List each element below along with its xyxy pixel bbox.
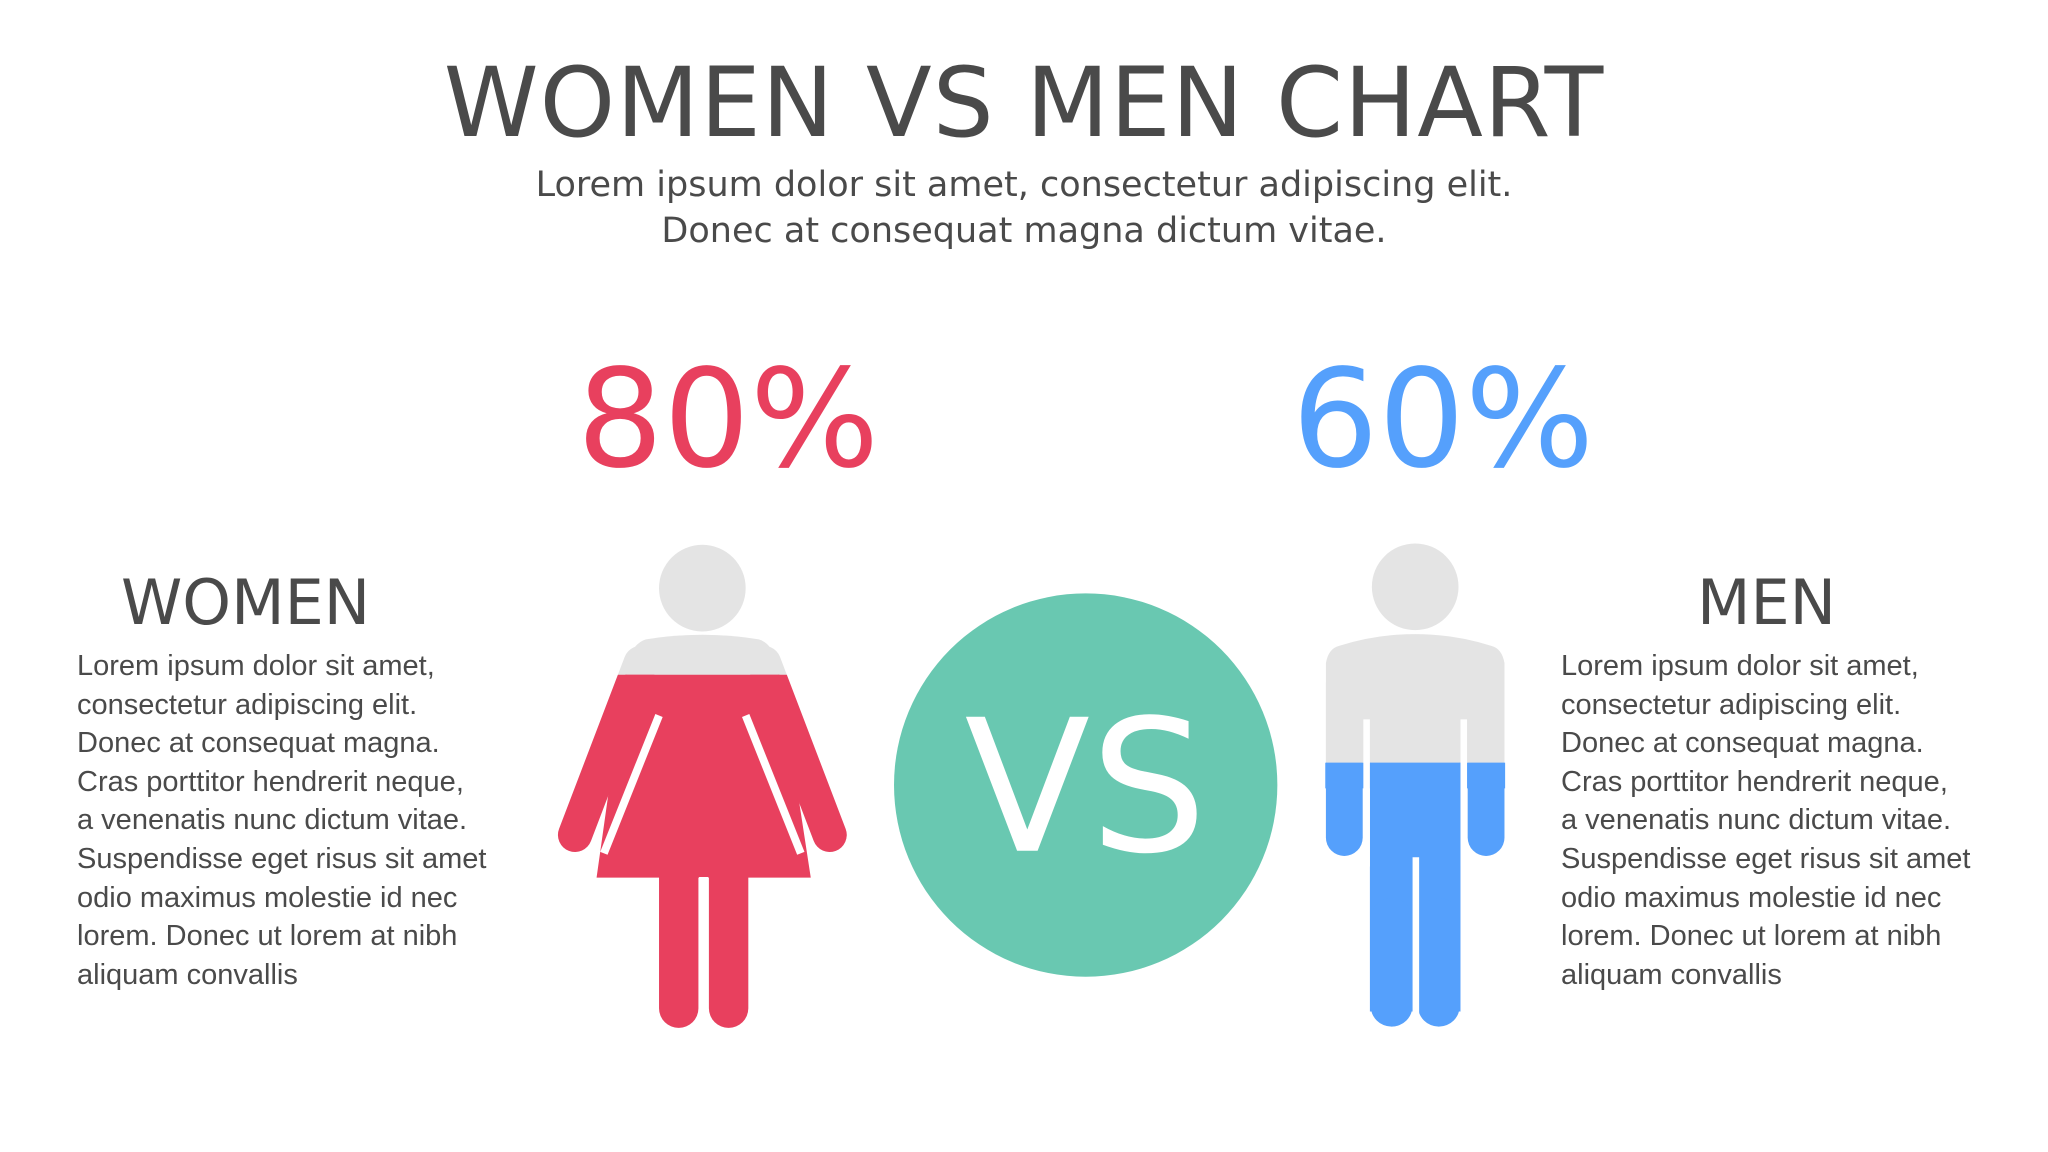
male-figure-icon: [1326, 543, 1505, 1038]
men-description: Lorem ipsum dolor sit amet, consectetur …: [1561, 647, 2021, 994]
women-line: odio maximus molestie id nec: [77, 881, 458, 914]
men-line: aliquam convallis: [1561, 958, 1782, 991]
women-line: a venenatis nunc dictum vitae.: [77, 804, 468, 837]
women-line: lorem. Donec ut lorem at nibh: [77, 920, 458, 953]
vs-circle: [894, 593, 1278, 977]
subtitle-line-2: Donec at consequat magna dictum vitae.: [661, 211, 1387, 251]
men-line: Suspendisse eget risus sit amet: [1561, 842, 1971, 875]
men-line: Cras porttitor hendrerit neque,: [1561, 765, 1948, 798]
men-line: lorem. Donec ut lorem at nibh: [1561, 920, 1942, 953]
men-percent: 60%: [1291, 341, 1595, 499]
vs-badge: VS: [894, 593, 1278, 977]
vs-label: VS: [964, 681, 1206, 895]
women-line: aliquam convallis: [77, 958, 298, 991]
female-figure-gaps: [600, 714, 805, 1038]
women-description: Lorem ipsum dolor sit amet, consectetur …: [77, 647, 537, 994]
men-line: consectetur adipiscing elit.: [1561, 688, 1902, 721]
female-figure-icon: [575, 545, 830, 1038]
men-heading: MEN: [1697, 566, 1837, 639]
subtitle-line-1: Lorem ipsum dolor sit amet, consectetur …: [535, 165, 1513, 205]
women-line: Lorem ipsum dolor sit amet,: [77, 650, 435, 682]
women-line: Cras porttitor hendrerit neque,: [77, 765, 464, 798]
page-title: WOMEN VS MEN CHART: [443, 47, 1605, 159]
women-line: Suspendisse eget risus sit amet: [77, 842, 487, 875]
women-line: consectetur adipiscing elit.: [77, 688, 418, 721]
men-line: a venenatis nunc dictum vitae.: [1561, 804, 1952, 837]
women-heading: WOMEN: [121, 566, 371, 639]
men-line: Lorem ipsum dolor sit amet,: [1561, 650, 1919, 682]
men-line: Donec at consequat magna.: [1561, 727, 1924, 760]
women-line: Donec at consequat magna.: [77, 727, 440, 760]
men-line: odio maximus molestie id nec: [1561, 881, 1942, 914]
women-percent: 80%: [576, 341, 880, 499]
male-figure-gaps: [1363, 719, 1468, 1038]
